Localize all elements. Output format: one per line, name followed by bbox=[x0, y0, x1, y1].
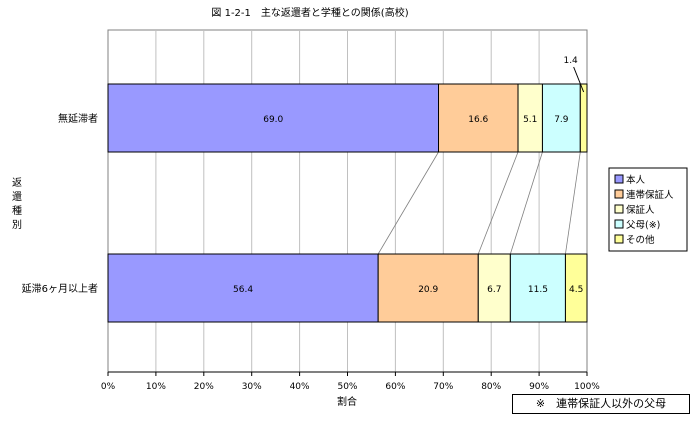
x-tick-label: 70% bbox=[433, 382, 453, 392]
legend-label: 保証人 bbox=[626, 204, 655, 216]
bar-value-label: 11.5 bbox=[528, 285, 548, 295]
x-tick-label: 10% bbox=[146, 382, 166, 392]
bar-value-labels: 69.0 16.6 5.1 7.9 1.4 56.4 20.9 6.7 11.5 4.5 bbox=[233, 56, 585, 295]
bar-segment bbox=[107, 83, 440, 153]
chart-title: 図 1-2-1 主な返還者と学種との関係(高校) bbox=[211, 6, 408, 19]
bar-value-label: 20.9 bbox=[418, 285, 438, 295]
y-axis-label-char: 種 bbox=[12, 204, 22, 217]
legend-label: 父母(※) bbox=[626, 220, 660, 231]
legend-swatch bbox=[614, 189, 624, 199]
bar-value-label: 4.5 bbox=[569, 285, 583, 295]
bar-value-label: 5.1 bbox=[523, 115, 537, 125]
bar-segment bbox=[579, 83, 588, 153]
category-label: 無延滞者 bbox=[58, 112, 98, 125]
y-axis-label-char: 別 bbox=[12, 219, 22, 231]
connector-line bbox=[377, 151, 439, 255]
connector-line bbox=[565, 151, 581, 255]
bar-segment bbox=[377, 253, 479, 323]
bar-value-label: 69.0 bbox=[263, 115, 283, 125]
bar-value-label: 7.9 bbox=[554, 115, 569, 125]
connector-line bbox=[509, 151, 543, 255]
bar-segment bbox=[517, 83, 543, 153]
legend-swatch bbox=[614, 219, 624, 229]
legend-label: その他 bbox=[626, 234, 655, 246]
y-axis-label-char: 返 bbox=[12, 177, 22, 189]
x-axis-ticks: 0% 10% 20% 30% 40% 50% 60% 70% 80% 90% 100% bbox=[101, 371, 600, 392]
bar-segment bbox=[541, 83, 581, 153]
bars bbox=[107, 83, 588, 323]
x-tick-label: 40% bbox=[290, 382, 310, 392]
bar-value-label: 16.6 bbox=[468, 115, 488, 125]
x-tick-label: 0% bbox=[101, 382, 116, 392]
callout-line bbox=[573, 66, 585, 93]
x-tick-label: 50% bbox=[337, 382, 357, 392]
x-tick-label: 60% bbox=[385, 382, 405, 392]
bar-value-label: 56.4 bbox=[233, 285, 253, 295]
bar-value-label: 1.4 bbox=[563, 56, 578, 66]
segment-connectors bbox=[377, 151, 581, 255]
legend-swatch bbox=[614, 234, 624, 244]
x-tick-label: 20% bbox=[194, 382, 214, 392]
x-tick-label: 90% bbox=[529, 382, 549, 392]
bar-segment bbox=[477, 253, 511, 323]
bar-segment bbox=[564, 253, 588, 323]
y-axis-label-char: 還 bbox=[12, 191, 22, 203]
legend-swatch bbox=[614, 174, 624, 184]
legend-swatch bbox=[614, 204, 624, 214]
x-tick-label: 100% bbox=[574, 382, 600, 392]
x-axis-label: 割合 bbox=[337, 395, 357, 408]
bar-value-label: 6.7 bbox=[487, 285, 501, 295]
x-tick-label: 80% bbox=[481, 382, 501, 392]
bar-segment bbox=[107, 253, 379, 323]
bar-segment bbox=[509, 253, 566, 323]
category-label: 延滞6ヶ月以上者 bbox=[22, 283, 98, 295]
x-tick-label: 30% bbox=[242, 382, 262, 392]
bar-segment bbox=[438, 83, 519, 153]
legend-label: 本人 bbox=[626, 174, 646, 186]
footnote: ※ 連帯保証人以外の父母 bbox=[512, 394, 690, 414]
connector-line bbox=[477, 151, 519, 255]
legend-label: 連帯保証人 bbox=[626, 189, 674, 201]
